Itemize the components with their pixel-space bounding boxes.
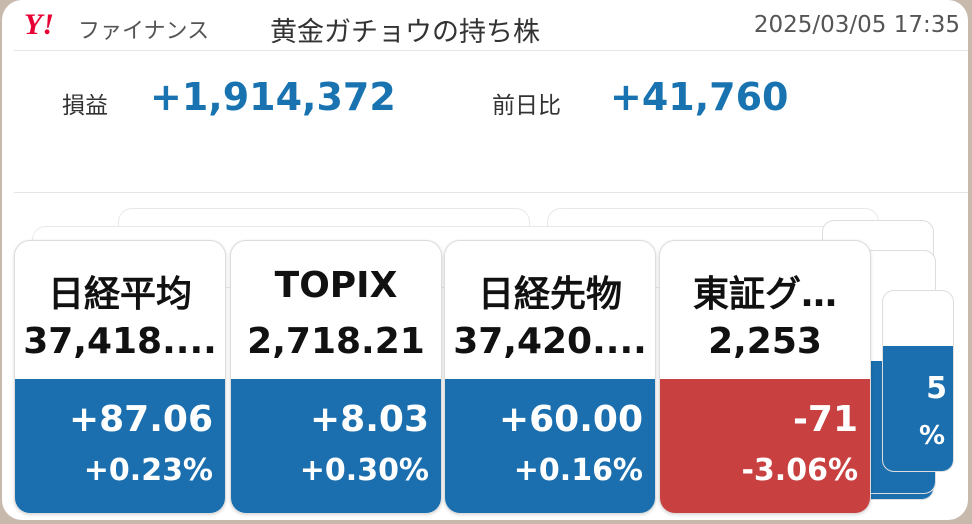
card-bottom: +87.06 +0.23% (15, 379, 225, 513)
card-change: +87.06 (68, 399, 213, 440)
brand: ファイナンス (78, 19, 210, 44)
card-price: 2,718.21 (247, 321, 425, 362)
card-percent: +0.16% (513, 453, 643, 488)
card-change: +60.00 (498, 399, 643, 440)
card-name: 日経先物 (477, 274, 622, 315)
divider (14, 50, 968, 51)
divider (14, 192, 968, 193)
daily-label: 前日比 (492, 93, 561, 119)
logo[interactable]: Y! (24, 8, 54, 41)
card-price: 37,418.... (23, 321, 217, 362)
card-name: 日経平均 (47, 274, 192, 315)
index-card[interactable]: 東証グ… 2,253 -71 -3.06% (659, 240, 871, 514)
card-bottom (883, 346, 953, 471)
index-card[interactable]: TOPIX 2,718.21 +8.03 +0.30% (230, 240, 442, 514)
page-title: 黄金ガチョウの持ち株 (270, 17, 540, 48)
index-card[interactable]: 日経平均 37,418.... +87.06 +0.23% (14, 240, 226, 514)
card-percent: +0.30% (299, 453, 429, 488)
card-bottom: +60.00 +0.16% (445, 379, 655, 513)
card-change: +8.03 (310, 399, 429, 440)
card-percent: % (918, 421, 945, 451)
daily-value: +41,760 (610, 75, 789, 119)
card-price: 37,420.... (453, 321, 647, 362)
profit-label: 損益 (62, 93, 108, 119)
card-name: TOPIX (274, 265, 398, 306)
index-card[interactable]: 日経先物 37,420.... +60.00 +0.16% (444, 240, 656, 514)
card-change: -71 (792, 399, 858, 440)
card-bottom: +8.03 +0.30% (231, 379, 441, 513)
peek-card[interactable]: 5% (882, 290, 954, 472)
profit-value: +1,914,372 (150, 75, 396, 119)
card-percent: -3.06% (741, 453, 858, 488)
card-bottom: -71 -3.06% (660, 379, 870, 513)
datetime: 2025/03/05 17:35 (753, 12, 960, 38)
card-name: 東証グ… (692, 274, 837, 315)
card-price: 2,253 (708, 321, 822, 362)
card-percent: +0.23% (83, 453, 213, 488)
card-change: 5 (926, 371, 947, 406)
